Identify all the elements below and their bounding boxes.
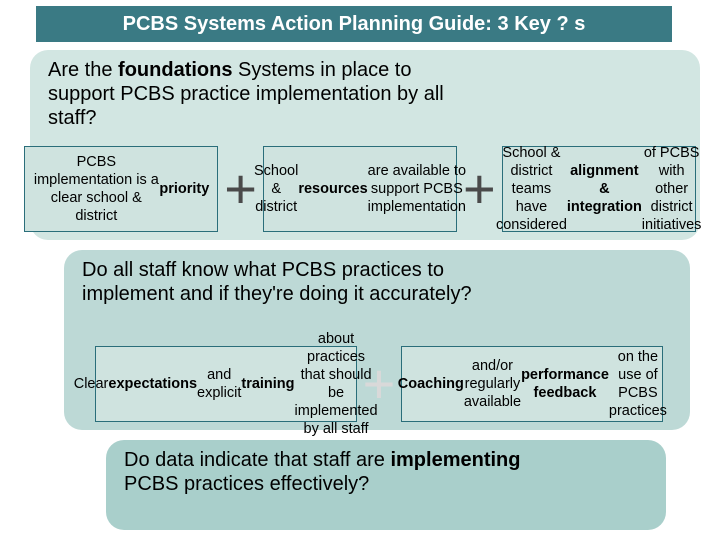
title-text: PCBS Systems Action Planning Guide: 3 Ke… [123, 13, 586, 36]
practices-cards-row: Clear expectations and explicit training… [70, 346, 688, 422]
card-alignment: School & district teams have considered … [502, 146, 696, 232]
data-block: Do data indicate that staff are implemen… [106, 440, 666, 530]
card-resources: School & district resources are availabl… [263, 146, 457, 232]
card-coaching: Coaching and/or regularly available perf… [401, 346, 663, 422]
title-bar: PCBS Systems Action Planning Guide: 3 Ke… [36, 6, 672, 42]
plus-icon: + [357, 356, 402, 412]
data-question: Do data indicate that staff are implemen… [124, 448, 524, 496]
practices-question: Do all staff know what PCBS practices to… [82, 258, 512, 306]
foundations-question: Are the foundations Systems in place to … [48, 58, 478, 130]
card-expectations: Clear expectations and explicit training… [95, 346, 357, 422]
foundations-cards-row: PCBS implementation is a clear school & … [6, 146, 714, 232]
card-priority: PCBS implementation is a clear school & … [24, 146, 218, 232]
